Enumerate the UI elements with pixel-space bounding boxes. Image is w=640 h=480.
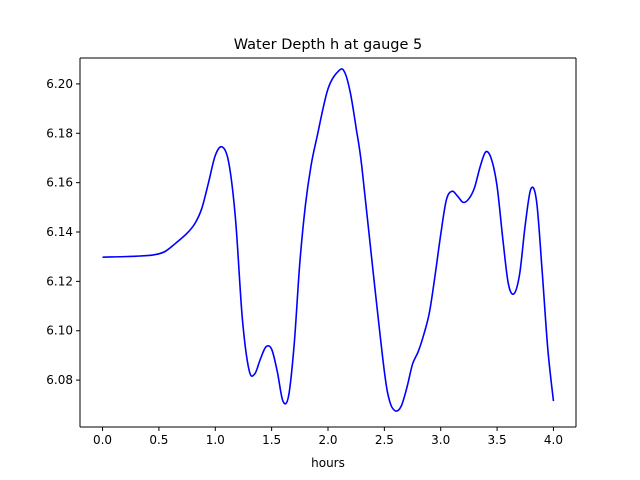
- x-tick-label: 1.0: [206, 433, 225, 447]
- x-tick-label: 3.0: [431, 433, 450, 447]
- x-tick-label: 1.5: [262, 433, 281, 447]
- y-tick-label: 6.08: [46, 373, 73, 387]
- x-tick-label: 3.5: [488, 433, 507, 447]
- series-line-1: [102, 68, 555, 412]
- plot-area: 0.0 0.5 1.0 1.5 2.0 2.5 3.0 3.5 4.0 6.08 6.10 6.12 6…: [46, 57, 577, 447]
- x-axis-label: hours: [311, 456, 345, 470]
- x-tick-label: 4.0: [544, 433, 563, 447]
- x-tick-label: 0.5: [149, 433, 168, 447]
- x-tick-label: 0.0: [93, 433, 112, 447]
- chart-title: Water Depth h at gauge 5: [234, 37, 422, 53]
- y-tick-label: 6.16: [46, 176, 73, 190]
- y-tick-label: 6.10: [46, 324, 73, 338]
- y-tick-label: 6.20: [46, 77, 73, 91]
- y-tick-label: 6.14: [46, 225, 73, 239]
- x-tick-label: 2.0: [318, 433, 337, 447]
- x-tick-label: 2.5: [375, 433, 394, 447]
- y-tick-label: 6.18: [46, 126, 73, 140]
- y-tick-label: 6.12: [46, 274, 73, 288]
